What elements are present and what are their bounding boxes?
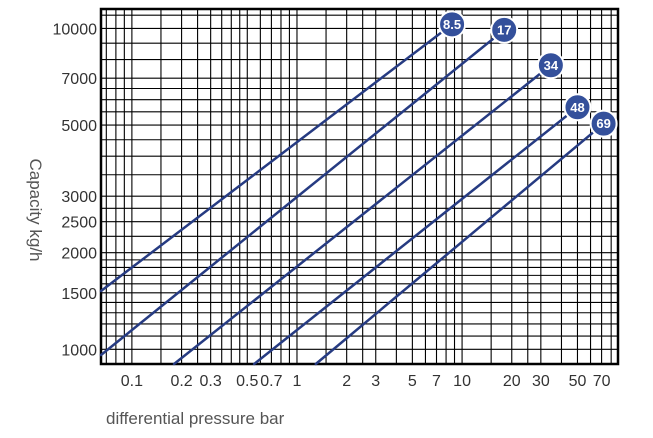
y-tick-label: 7000 [61,71,97,88]
y-axis-title: Capacity kg/h [26,159,45,262]
x-tick-label: 30 [532,373,550,390]
x-tick-label: 7 [432,373,441,390]
x-tick-label: 0.5 [236,373,258,390]
series-8-5: 8.5 [99,10,467,293]
plot-frame [99,7,620,366]
x-tick-label: 0.7 [260,373,282,390]
x-tick-label: 10 [453,373,471,390]
series-line [99,28,506,357]
x-tick-label: 20 [503,373,521,390]
x-tick-label: 1 [293,373,302,390]
series-badge-label: 69 [596,116,610,131]
series-34: 34 [172,51,565,366]
series-badge [589,109,618,138]
x-axis-ticks: 0.1 0.2 0.3 0.5 0.7 1 2 3 5 7 10 20 30 50 70 [121,373,611,390]
series-badge-label: 48 [570,100,584,115]
x-tick-label: 0.1 [121,373,143,390]
x-tick-label: 0.3 [200,373,222,390]
y-tick-label: 1500 [61,286,97,303]
series-line [314,122,605,366]
series-badge [563,93,592,122]
series-69: 69 [314,109,618,366]
x-tick-label: 3 [371,373,380,390]
series-17: 17 [99,15,519,357]
x-tick-label: 70 [593,373,611,390]
series-badge [536,51,565,80]
series-line [99,23,454,293]
series-badge-label: 17 [497,22,511,37]
y-tick-label: 3000 [61,189,97,206]
series-badge [438,10,467,39]
x-tick-label: 50 [569,373,587,390]
x-tick-label: 5 [408,373,417,390]
series-badge [490,15,519,44]
series-badge-label: 8.5 [443,17,461,32]
chart-series: 8.5 17 34 48 69 [99,10,618,366]
y-axis-ticks: 1000 1500 2000 2500 3000 5000 7000 10000 [53,21,98,359]
y-tick-label: 2000 [61,246,97,263]
series-48: 48 [252,93,592,366]
x-tick-label: 0.2 [170,373,192,390]
y-tick-label: 5000 [61,118,97,135]
x-tick-label: 2 [342,373,351,390]
y-tick-label: 2500 [61,215,97,232]
series-line [172,64,553,366]
y-tick-label: 1000 [61,342,97,359]
series-badge-label: 34 [544,58,559,73]
x-axis-title: differential pressure bar [106,409,285,428]
y-tick-label: 10000 [53,21,98,38]
series-line [252,106,579,366]
